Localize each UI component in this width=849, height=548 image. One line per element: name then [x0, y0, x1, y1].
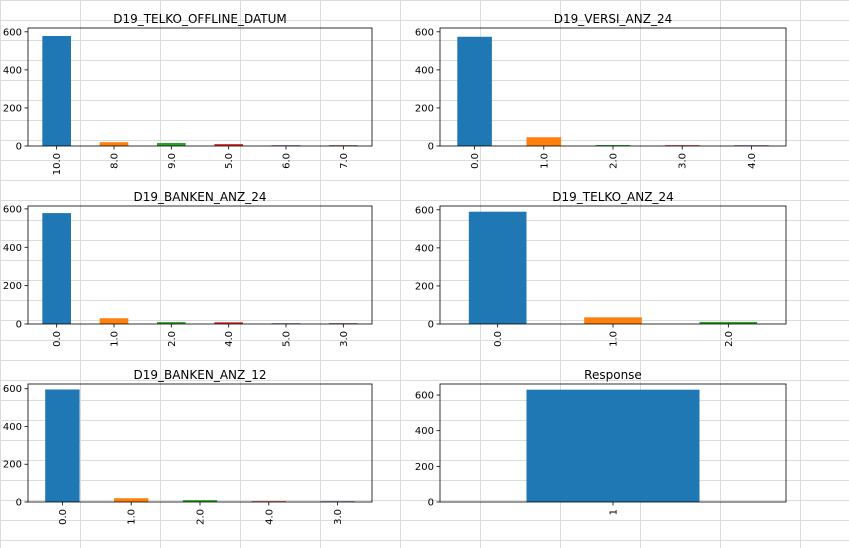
axes-frame — [27, 27, 373, 147]
y-tick-label: 0 — [428, 320, 434, 331]
subplot-1: D19_TELKO_OFFLINE_DATUM 0 200 400 600 10.0 8.0… — [3, 12, 373, 175]
bar — [157, 142, 186, 146]
y-tick-label: 400 — [3, 243, 22, 254]
y-tick-label: 400 — [415, 426, 434, 437]
subplot-6: Response 0 200 400 600 1 — [415, 368, 787, 515]
x-tick-label: 1.0 — [127, 509, 138, 525]
y-tick-label: 400 — [3, 422, 22, 433]
y-tick-label: 0 — [428, 498, 434, 509]
x-tick-label: 1.0 — [609, 331, 620, 347]
x-tick-label: 5.0 — [282, 331, 293, 347]
subplot-4: D19_TELKO_ANZ_24 0 200 400 600 0.0 1.0 2.0 — [415, 190, 787, 347]
bar — [42, 35, 71, 147]
x-tick-label: 3.0 — [333, 509, 344, 525]
x-tick-label: 10.0 — [52, 153, 63, 175]
subplot-title: D19_TELKO_OFFLINE_DATUM — [113, 12, 287, 26]
y-tick-label: 600 — [415, 391, 434, 402]
x-tick-label: 1 — [609, 509, 620, 515]
y-tick-label: 0 — [16, 142, 22, 153]
y-tick-label: 600 — [3, 204, 22, 215]
y-tick-label: 200 — [3, 460, 22, 471]
y-tick-label: 0 — [428, 142, 434, 153]
bar — [457, 36, 492, 146]
bar — [114, 498, 149, 502]
x-tick-label: 1.0 — [539, 153, 550, 169]
subplot-3: D19_BANKEN_ANZ_24 0 200 400 600 0.0 1.0 2.0 4.0 5… — [3, 190, 373, 347]
bar — [468, 211, 527, 324]
x-tick-label: 2.0 — [609, 153, 620, 169]
y-tick-label: 200 — [3, 103, 22, 114]
bar — [157, 322, 186, 324]
y-tick-label: 200 — [415, 462, 434, 473]
bar — [182, 500, 218, 502]
x-tick-label: 3.0 — [339, 331, 350, 347]
subplot-5: D19_BANKEN_ANZ_12 0 200 400 600 0.0 1.0 2.0 4.0 3… — [3, 368, 373, 525]
x-tick-label: 7.0 — [339, 153, 350, 169]
x-tick-label: 5.0 — [224, 153, 235, 169]
y-tick-label: 400 — [3, 65, 22, 76]
y-tick-label: 400 — [415, 65, 434, 76]
bar — [45, 389, 80, 502]
y-tick-label: 400 — [415, 243, 434, 254]
x-tick-label: 0.0 — [52, 331, 63, 347]
y-tick-label: 600 — [3, 384, 22, 395]
bar — [214, 322, 243, 324]
bar — [699, 321, 758, 324]
x-tick-label: 4.0 — [264, 509, 275, 525]
y-tick-label: 200 — [3, 281, 22, 292]
y-tick-label: 0 — [16, 320, 22, 331]
y-tick-label: 200 — [415, 281, 434, 292]
x-tick-label: 1.0 — [110, 331, 121, 347]
bar — [42, 213, 71, 324]
subplot-title: D19_BANKEN_ANZ_12 — [133, 368, 266, 382]
y-tick-label: 0 — [16, 498, 22, 509]
x-tick-label: 0.0 — [470, 153, 481, 169]
subplot-title: D19_VERSI_ANZ_24 — [554, 12, 672, 26]
bar — [584, 317, 642, 324]
bar — [99, 318, 129, 324]
subplot-title: D19_BANKEN_ANZ_24 — [133, 190, 266, 204]
y-tick-label: 600 — [415, 205, 434, 216]
x-tick-label: 9.0 — [167, 153, 178, 169]
x-tick-label: 4.0 — [747, 153, 758, 169]
axes-frame — [27, 205, 373, 325]
bar — [595, 145, 631, 146]
x-tick-label: 2.0 — [724, 331, 735, 347]
x-tick-label: 2.0 — [167, 331, 178, 347]
y-tick-label: 600 — [3, 27, 22, 38]
subplot-2: D19_VERSI_ANZ_24 0 200 400 600 0.0 1.0 2.0 3.0 4.… — [415, 12, 787, 169]
bar — [99, 142, 129, 146]
y-tick-label: 200 — [415, 103, 434, 114]
bar — [214, 144, 243, 146]
bar — [526, 137, 562, 146]
x-tick-label: 6.0 — [282, 153, 293, 169]
x-tick-label: 0.0 — [493, 331, 504, 347]
x-tick-label: 8.0 — [110, 153, 121, 169]
subplot-title: D19_TELKO_ANZ_24 — [552, 190, 673, 204]
x-tick-label: 0.0 — [58, 509, 69, 525]
bar — [526, 389, 700, 502]
x-tick-label: 4.0 — [224, 331, 235, 347]
subplot-title: Response — [584, 368, 642, 382]
x-tick-label: 2.0 — [196, 509, 207, 525]
x-tick-label: 3.0 — [678, 153, 689, 169]
y-tick-label: 600 — [415, 27, 434, 38]
